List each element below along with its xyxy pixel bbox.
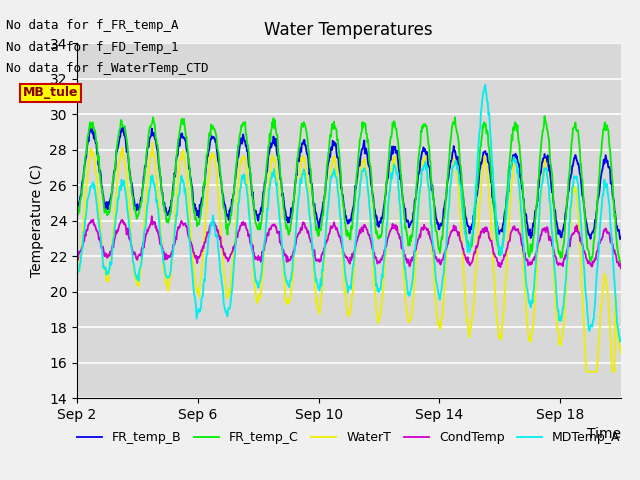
Line: WaterT: WaterT	[77, 143, 621, 372]
MDTemp_A	[300, 167, 308, 172]
FR_temp_B	[301, 137, 308, 143]
MDTemp_A	[73, 272, 81, 278]
WaterT	[148, 140, 156, 145]
FR_temp_C	[300, 119, 308, 125]
Line: FR_temp_B: FR_temp_B	[77, 124, 621, 239]
WaterT	[382, 253, 390, 259]
CondTemp	[513, 228, 520, 233]
CondTemp	[382, 243, 390, 249]
WaterT	[617, 350, 625, 356]
FR_temp_C	[271, 118, 278, 123]
CondTemp	[93, 228, 100, 233]
CondTemp	[301, 220, 308, 226]
FR_temp_C	[201, 182, 209, 188]
Legend: FR_temp_B, FR_temp_C, WaterT, CondTemp, MDTemp_A: FR_temp_B, FR_temp_C, WaterT, CondTemp, …	[72, 426, 625, 449]
MDTemp_A	[616, 339, 624, 345]
FR_temp_C	[381, 197, 389, 203]
Line: MDTemp_A: MDTemp_A	[77, 85, 621, 342]
MDTemp_A	[201, 278, 209, 284]
MDTemp_A	[271, 174, 278, 180]
Title: Water Temperatures: Water Temperatures	[264, 21, 433, 39]
MDTemp_A	[513, 163, 520, 169]
Line: FR_temp_C: FR_temp_C	[77, 116, 621, 264]
Line: CondTemp: CondTemp	[77, 216, 621, 268]
WaterT	[202, 220, 209, 226]
WaterT	[583, 369, 591, 374]
MDTemp_A	[481, 82, 489, 88]
CondTemp	[271, 224, 279, 229]
WaterT	[301, 155, 308, 160]
Text: MB_tule: MB_tule	[22, 86, 78, 99]
FR_temp_C	[541, 113, 548, 119]
WaterT	[513, 166, 520, 171]
FR_temp_C	[513, 121, 520, 127]
WaterT	[93, 172, 100, 178]
FR_temp_B	[382, 192, 390, 197]
FR_temp_B	[88, 121, 95, 127]
FR_temp_B	[616, 236, 624, 242]
CondTemp	[73, 255, 81, 261]
Y-axis label: Temperature (C): Temperature (C)	[30, 164, 44, 277]
MDTemp_A	[381, 250, 389, 255]
FR_temp_B	[513, 153, 520, 159]
MDTemp_A	[617, 336, 625, 342]
Text: No data for f_FR_temp_A: No data for f_FR_temp_A	[6, 19, 179, 32]
FR_temp_B	[73, 199, 81, 205]
FR_temp_B	[617, 235, 625, 240]
FR_temp_C	[93, 140, 100, 145]
WaterT	[271, 157, 279, 163]
FR_temp_B	[271, 143, 279, 148]
CondTemp	[202, 240, 209, 245]
Text: No data for f_WaterTemp_CTD: No data for f_WaterTemp_CTD	[6, 62, 209, 75]
FR_temp_B	[202, 172, 209, 178]
CondTemp	[617, 265, 625, 271]
MDTemp_A	[93, 198, 100, 204]
FR_temp_B	[93, 151, 101, 156]
Text: No data for f_FD_Temp_1: No data for f_FD_Temp_1	[6, 41, 179, 54]
CondTemp	[148, 213, 156, 219]
FR_temp_C	[617, 262, 625, 267]
WaterT	[73, 271, 81, 277]
FR_temp_C	[73, 208, 81, 214]
Text: Time: Time	[587, 427, 621, 441]
